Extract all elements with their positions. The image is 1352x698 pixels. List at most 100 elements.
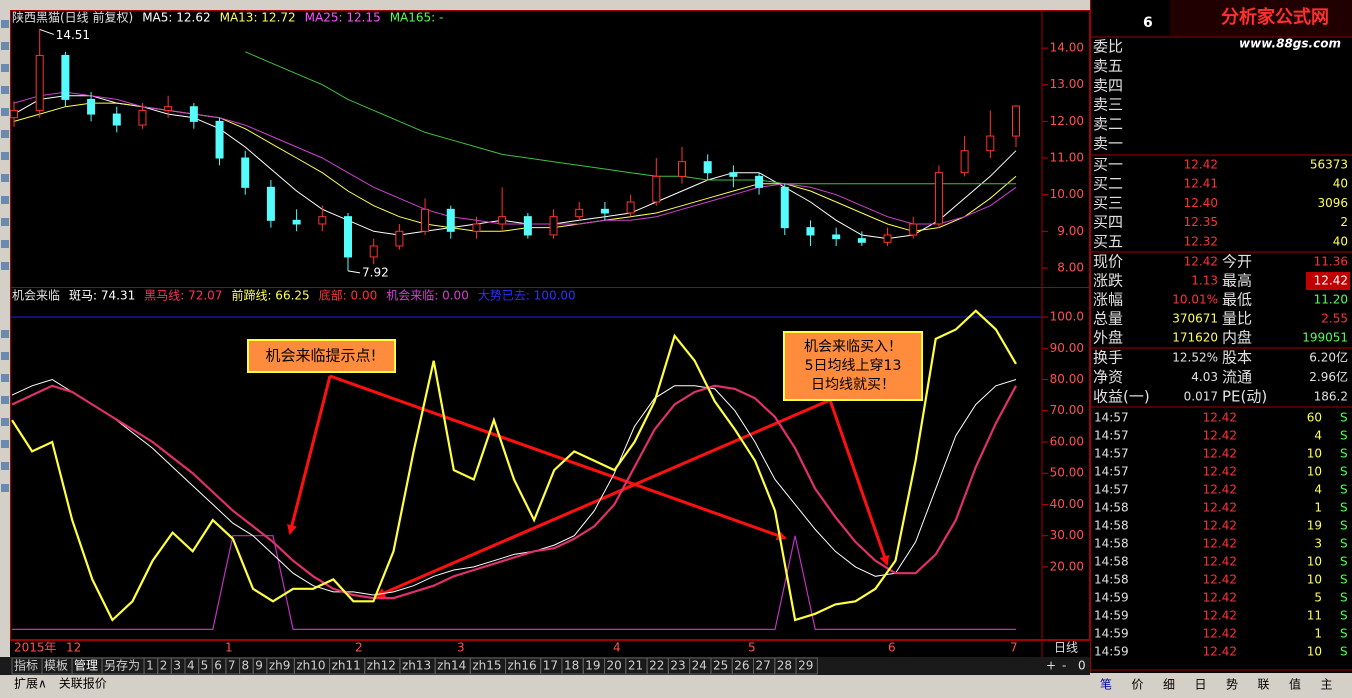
candle-body [729, 172, 738, 177]
quote-tab[interactable]: 日 [1194, 678, 1206, 692]
stat-value: 2.55 [1321, 312, 1348, 326]
stat-value: 10.01% [1172, 293, 1218, 307]
tab[interactable]: zh9 [269, 659, 291, 673]
order-volume: 2 [1340, 215, 1348, 229]
trade-side: S [1340, 501, 1348, 515]
trade-volume: 1 [1314, 501, 1322, 515]
tab[interactable]: 18 [564, 659, 579, 673]
trade-side: S [1340, 465, 1348, 479]
tab[interactable]: zh12 [367, 659, 396, 673]
annotation-arrows [287, 374, 890, 598]
quote-tab[interactable]: 主 [1320, 678, 1332, 692]
trade-time: 14:59 [1094, 645, 1129, 659]
low-pointer [347, 270, 361, 274]
annotation-box [247, 339, 396, 373]
tab[interactable]: 4 [187, 659, 195, 673]
tab[interactable]: 28 [777, 659, 792, 673]
quote-tab[interactable]: 势 [1226, 678, 1238, 692]
trade-price: 12.42 [1203, 537, 1237, 551]
y-tick-label: 70.00 [1050, 403, 1084, 417]
tab[interactable]: 另存为 [104, 659, 140, 673]
trade-price: 12.42 [1203, 447, 1237, 461]
tab[interactable]: zh11 [332, 659, 361, 673]
tab[interactable]: zh14 [437, 659, 466, 673]
tab[interactable]: 3 [173, 659, 181, 673]
tab[interactable]: 26 [734, 659, 749, 673]
tab[interactable]: 24 [692, 659, 707, 673]
tab[interactable]: 模板 [44, 659, 68, 673]
tab[interactable]: zh10 [296, 659, 325, 673]
tab[interactable]: 2 [160, 659, 168, 673]
stat-value: 11.36 [1314, 255, 1348, 269]
quote-tab[interactable]: 价 [1131, 678, 1143, 692]
order-label: 卖一 [1093, 135, 1123, 153]
period-label[interactable]: 日线 [1054, 641, 1078, 655]
line-series [13, 91, 1017, 225]
tab-control[interactable]: 0 [1078, 659, 1086, 673]
tab-frame [795, 657, 818, 675]
candle-body [626, 201, 635, 214]
stat-label: 外盘 [1093, 329, 1123, 347]
trade-time: 14:57 [1094, 447, 1129, 461]
stat-label: 量比 [1222, 310, 1252, 328]
stat-label: 流通 [1222, 368, 1252, 386]
tab-control[interactable]: + [1046, 659, 1056, 673]
tab[interactable]: 20 [607, 659, 622, 673]
tab[interactable]: 29 [798, 659, 813, 673]
trade-price: 12.42 [1203, 465, 1237, 479]
trade-volume: 5 [1314, 591, 1322, 605]
tab[interactable]: 6 [214, 659, 222, 673]
tab[interactable]: 27 [756, 659, 771, 673]
legend-text: 陕西黑猫(日线 前复权) [12, 10, 133, 25]
candle-body [472, 223, 481, 232]
quote-tab[interactable]: 细 [1163, 678, 1175, 692]
panel-frames [10, 0, 1091, 698]
stock-code: 6 [1143, 15, 1153, 31]
tab[interactable]: 8 [242, 659, 250, 673]
order-label: 买三 [1093, 194, 1123, 212]
order-volume: 3096 [1317, 196, 1348, 210]
status-item[interactable]: 扩展∧ [14, 677, 47, 691]
tab[interactable]: 5 [201, 659, 209, 673]
tab[interactable]: 19 [585, 659, 600, 673]
tab[interactable]: 7 [228, 659, 236, 673]
candle-body [832, 234, 841, 240]
tab[interactable]: zh13 [402, 659, 431, 673]
candle-body [10, 109, 18, 119]
quote-tab[interactable]: 笔 [1100, 677, 1112, 692]
trade-time: 14:58 [1094, 519, 1129, 533]
stat-label: 最低 [1222, 291, 1252, 309]
trade-volume: 60 [1307, 411, 1322, 425]
tab[interactable]: 指标 [14, 658, 38, 673]
order-label: 买一 [1093, 156, 1123, 174]
tab[interactable]: zh15 [472, 659, 501, 673]
order-label: 买二 [1093, 175, 1123, 193]
candle-body [61, 54, 70, 100]
tab[interactable]: 17 [543, 659, 558, 673]
tab[interactable]: 21 [628, 659, 643, 673]
trade-side: S [1340, 537, 1348, 551]
tab[interactable]: 22 [649, 659, 664, 673]
stat-label: 最高 [1222, 272, 1252, 290]
tab[interactable]: 1 [146, 659, 154, 673]
candle-body [703, 161, 712, 174]
tab[interactable]: 管理 [74, 658, 98, 673]
trade-volume: 19 [1307, 519, 1322, 533]
candle-body [806, 227, 815, 236]
date-label: 1 [225, 641, 233, 655]
quote-tab[interactable]: 联 [1257, 678, 1269, 692]
tab[interactable]: 23 [670, 659, 685, 673]
tab[interactable]: 25 [713, 659, 728, 673]
status-item[interactable]: 关联报价 [59, 676, 107, 691]
trade-side: S [1340, 573, 1348, 587]
annotation-box [783, 331, 923, 401]
tab[interactable]: 9 [255, 659, 263, 673]
tab[interactable]: zh16 [508, 659, 537, 673]
date-label: 2015年 [14, 641, 57, 655]
legend-text: 黑马线: 72.07 [144, 289, 222, 303]
y-tick-label: 40.00 [1050, 497, 1084, 511]
tab-control[interactable]: - [1062, 659, 1066, 673]
candle-body [934, 172, 943, 225]
quote-tabs-bg [1090, 673, 1352, 698]
quote-tab[interactable]: 值 [1289, 677, 1301, 692]
